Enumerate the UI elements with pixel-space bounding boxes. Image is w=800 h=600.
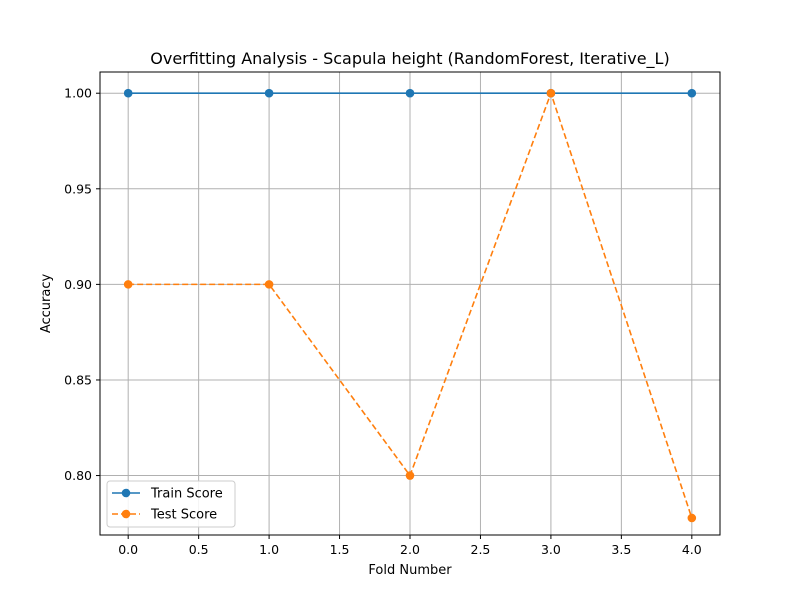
legend-train-score-marker [121, 488, 131, 498]
y-axis-ticks: 0.80 0.85 0.90 0.95 1.00 [64, 86, 100, 483]
legend-test-score-marker [121, 509, 131, 519]
test-score-point [405, 471, 415, 480]
y-tick-label: 0.85 [64, 372, 92, 387]
y-tick-label: 0.80 [64, 468, 92, 483]
y-tick-label: 0.90 [64, 277, 92, 292]
y-axis-label: Accuracy [39, 274, 54, 334]
chart-title: Overfitting Analysis - Scapula height (R… [150, 49, 669, 69]
y-tick-label: 0.95 [64, 181, 92, 196]
x-axis-label: Fold Number [368, 563, 452, 578]
grid-lines [100, 72, 720, 535]
test-score-point [264, 280, 274, 289]
x-tick-label: 1.0 [259, 542, 279, 557]
x-tick-label: 1.5 [330, 542, 350, 557]
y-tick-label: 1.00 [64, 86, 92, 101]
train-score-point [687, 88, 697, 98]
test-score-point [687, 513, 697, 523]
x-tick-label: 3.0 [541, 542, 561, 557]
series-layer [123, 88, 697, 523]
legend-test-score-label: Test Score [150, 508, 217, 523]
train-score-point [405, 88, 415, 98]
legend-train-score-label: Train Score [150, 487, 223, 502]
x-tick-label: 3.5 [611, 542, 631, 557]
x-tick-label: 2.5 [471, 542, 491, 557]
x-tick-label: 4.0 [682, 542, 702, 557]
train-score-point [264, 88, 274, 98]
x-tick-label: 0.5 [189, 542, 209, 557]
test-score-point [123, 280, 133, 289]
train-score-point [123, 88, 133, 98]
x-axis-ticks: 0.0 0.5 1.0 1.5 2.0 2.5 3.0 3.5 4.0 [118, 535, 702, 557]
test-score-point [546, 88, 556, 98]
legend: Train Score Test Score [106, 480, 236, 528]
x-tick-label: 0.0 [118, 542, 138, 557]
x-tick-label: 2.0 [400, 542, 420, 557]
